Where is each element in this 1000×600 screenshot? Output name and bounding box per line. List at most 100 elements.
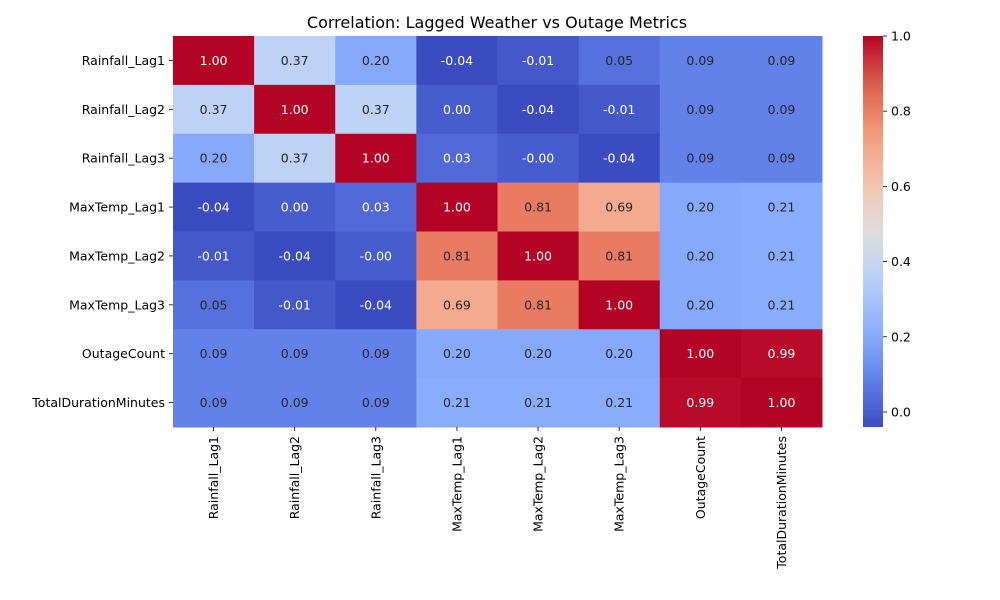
x-tick-label: OutageCount — [693, 436, 708, 519]
cell-value-label: 0.21 — [768, 200, 796, 215]
cell-value-label: 0.20 — [686, 200, 714, 215]
heatmap-cell — [497, 231, 580, 281]
colorbar-tick-label: 0.4 — [891, 254, 911, 269]
cell-value-label: 0.99 — [686, 395, 714, 410]
heatmap-cell — [659, 329, 742, 379]
x-axis-tick-labels: Rainfall_Lag1 Rainfall_Lag2 Rainfall_Lag3 M… — [206, 427, 789, 570]
cell-value-label: 0.69 — [605, 200, 633, 215]
heatmap-cell — [659, 133, 742, 184]
cell-value-label: -0.04 — [441, 53, 473, 68]
y-axis-tick-labels: Rainfall_Lag1 Rainfall_Lag2 Rainfall_Lag3 M… — [31, 53, 173, 410]
cell-value-label: 0.09 — [768, 102, 796, 117]
cell-value-label: 0.81 — [524, 297, 552, 312]
cell-value-label: 0.37 — [200, 102, 228, 117]
cell-value-label: 0.09 — [281, 395, 309, 410]
cell-value-label: 0.20 — [200, 151, 228, 166]
heatmap-cell — [659, 36, 742, 86]
heatmap-cell — [335, 182, 417, 232]
y-tick-label: TotalDurationMinutes — [31, 395, 165, 410]
heatmap-cell — [173, 231, 255, 281]
heatmap-cell — [578, 133, 661, 184]
heatmap-cell — [416, 36, 498, 86]
heatmap-cell — [254, 84, 336, 135]
cell-value-label: 0.09 — [686, 151, 714, 166]
cell-value-label: 0.21 — [524, 395, 552, 410]
cell-value-label: 0.20 — [362, 53, 390, 68]
heatmap-cell — [335, 84, 417, 135]
x-tick-label: MaxTemp_Lag2 — [531, 436, 546, 532]
heatmap-cell — [416, 378, 498, 428]
cell-value-label: 0.05 — [200, 297, 228, 312]
heatmap-cell — [497, 280, 580, 330]
heatmap-cell — [578, 280, 661, 330]
colorbar-tick-label: 0.8 — [891, 104, 911, 119]
cell-value-label: 1.00 — [281, 102, 309, 117]
heatmap-cell — [254, 378, 336, 428]
heatmap-cell — [578, 231, 661, 281]
cell-value-label: 1.00 — [768, 395, 796, 410]
heatmap-cell — [740, 231, 823, 281]
heatmap-cell — [497, 329, 580, 379]
heatmap-cell — [335, 378, 417, 428]
heatmap-cell — [578, 182, 661, 232]
cell-value-label: -0.01 — [603, 102, 635, 117]
cell-value-label: 0.69 — [443, 297, 471, 312]
cell-value-label: 1.00 — [686, 346, 714, 361]
heatmap-cell — [416, 280, 498, 330]
heatmap-cell — [497, 378, 580, 428]
cell-value-label: -0.04 — [603, 151, 635, 166]
cell-value-label: 0.81 — [605, 248, 633, 263]
heatmap-cell — [659, 378, 742, 428]
cell-value-label: 0.05 — [605, 53, 633, 68]
cell-value-label: 0.21 — [443, 395, 471, 410]
heatmap-cell — [173, 133, 255, 184]
x-tick-label: MaxTemp_Lag1 — [449, 436, 464, 532]
cell-value-label: 0.09 — [200, 395, 228, 410]
heatmap-cell — [578, 84, 661, 135]
heatmap-cell — [740, 378, 823, 428]
cell-value-label: -0.01 — [279, 297, 311, 312]
heatmap-cell — [173, 329, 255, 379]
x-tick-label: Rainfall_Lag3 — [368, 436, 383, 519]
cell-value-label: 0.09 — [362, 395, 390, 410]
heatmap-cell — [335, 329, 417, 379]
cell-value-label: 0.37 — [281, 151, 309, 166]
heatmap-cell — [335, 231, 417, 281]
cell-value-label: 0.09 — [686, 53, 714, 68]
heatmap-cell — [254, 280, 336, 330]
cell-value-label: 0.20 — [686, 297, 714, 312]
cell-value-label: 0.00 — [281, 200, 309, 215]
y-tick-label: MaxTemp_Lag3 — [69, 297, 165, 312]
heatmap-cell — [497, 182, 580, 232]
cell-value-label: 0.03 — [362, 200, 390, 215]
heatmap-cell — [173, 36, 255, 86]
heatmap-cell — [254, 231, 336, 281]
heatmap-cell — [335, 280, 417, 330]
heatmap-cells: 1.00 0.37 0.20 -0.04 -0.01 0.05 0.09 0.09 0.37 1.… — [173, 36, 823, 428]
cell-value-label: 0.20 — [443, 346, 471, 361]
cell-value-label: 0.20 — [605, 346, 633, 361]
cell-value-label: 0.81 — [524, 200, 552, 215]
cell-value-label: -0.01 — [197, 248, 229, 263]
cell-value-label: -0.01 — [522, 53, 554, 68]
y-tick-label: MaxTemp_Lag1 — [69, 200, 165, 215]
cell-value-label: 0.09 — [768, 151, 796, 166]
cell-value-label: 0.21 — [768, 297, 796, 312]
cell-value-label: -0.00 — [360, 248, 392, 263]
y-tick-label: Rainfall_Lag1 — [82, 53, 165, 68]
heatmap-cell — [578, 36, 661, 86]
heatmap-cell — [254, 182, 336, 232]
heatmap-cell — [740, 329, 823, 379]
cell-value-label: 0.21 — [605, 395, 633, 410]
heatmap-cell — [740, 182, 823, 232]
heatmap-cell — [659, 231, 742, 281]
heatmap-cell — [740, 36, 823, 86]
cell-value-label: 0.99 — [768, 346, 796, 361]
heatmap-cell — [497, 36, 580, 86]
heatmap-cell — [416, 329, 498, 379]
heatmap-cell — [335, 36, 417, 86]
cell-value-label: 0.20 — [686, 248, 714, 263]
cell-value-label: 0.09 — [200, 346, 228, 361]
heatmap-cell — [173, 378, 255, 428]
